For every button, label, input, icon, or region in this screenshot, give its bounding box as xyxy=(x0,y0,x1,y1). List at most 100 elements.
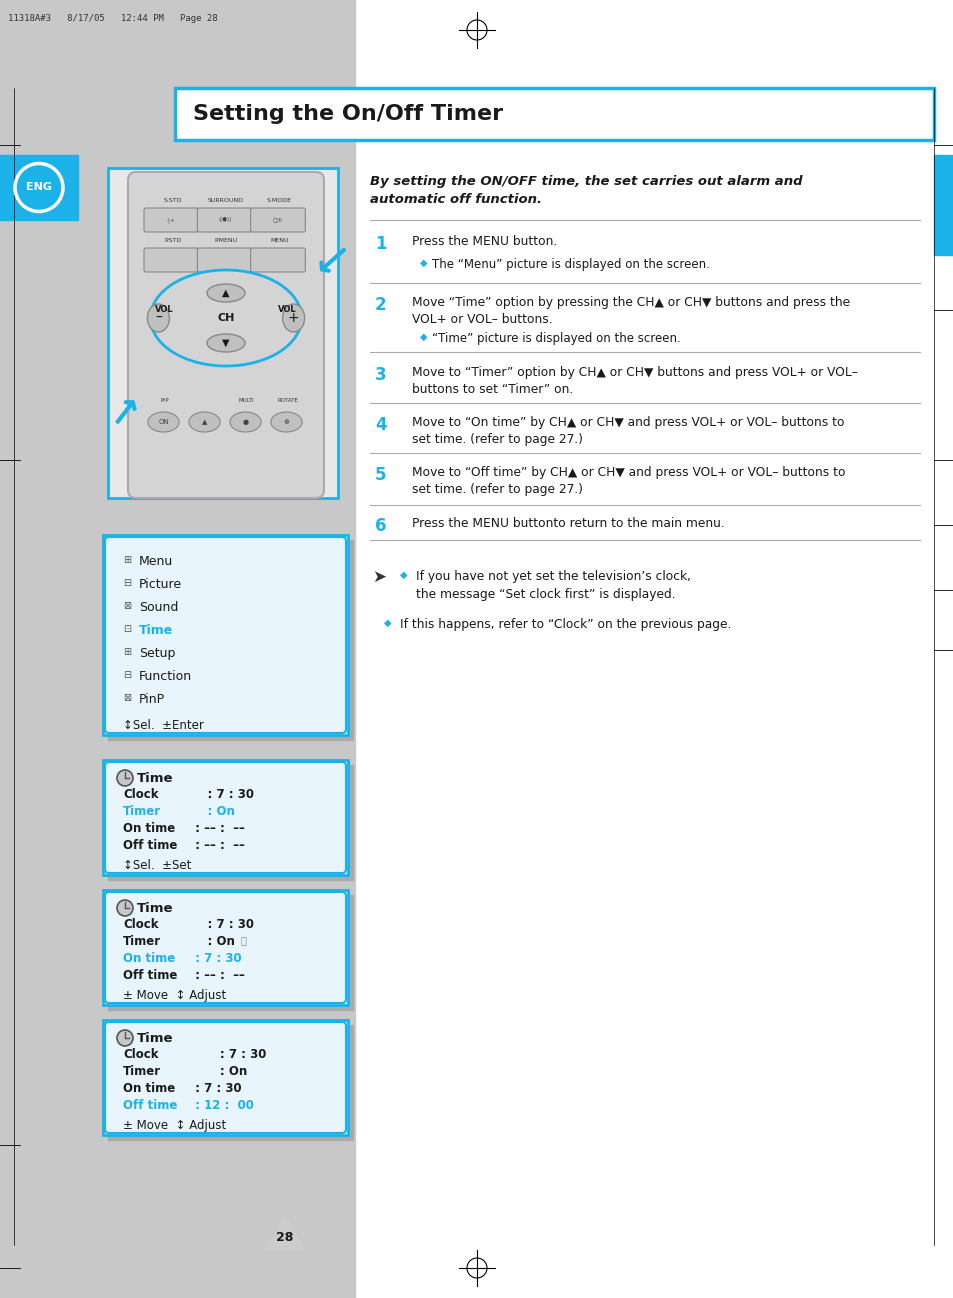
Bar xyxy=(0,154,78,219)
Text: Function: Function xyxy=(139,670,192,683)
Text: ▼: ▼ xyxy=(222,337,230,348)
Text: CH: CH xyxy=(217,313,234,323)
Text: ●: ● xyxy=(242,419,249,424)
Text: ⊠: ⊠ xyxy=(123,693,131,704)
Text: If you have not yet set the television’s clock,
the message “Set clock first” is: If you have not yet set the television’s… xyxy=(416,570,690,601)
Ellipse shape xyxy=(271,411,302,432)
Text: : 7 : 30: : 7 : 30 xyxy=(191,951,241,964)
Circle shape xyxy=(117,900,132,916)
Bar xyxy=(103,890,348,1005)
Ellipse shape xyxy=(207,284,245,302)
Text: : 7 : 30: : 7 : 30 xyxy=(191,1083,241,1096)
Text: ↕Sel.  ±Set: ↕Sel. ±Set xyxy=(123,859,192,872)
Text: SURROUND: SURROUND xyxy=(208,199,244,202)
Text: P.MENU: P.MENU xyxy=(214,238,237,243)
Text: ⊡: ⊡ xyxy=(123,624,131,633)
Text: ◆: ◆ xyxy=(419,332,427,341)
FancyBboxPatch shape xyxy=(105,1022,346,1133)
Polygon shape xyxy=(265,1215,305,1250)
FancyBboxPatch shape xyxy=(197,248,252,273)
Text: ➤: ➤ xyxy=(372,569,385,585)
Text: Time: Time xyxy=(137,1032,173,1045)
Text: : –– :  ––: : –– : –– xyxy=(191,822,245,835)
FancyBboxPatch shape xyxy=(105,892,346,1003)
Text: MULTI: MULTI xyxy=(238,398,254,402)
FancyBboxPatch shape xyxy=(105,762,346,874)
Text: : 7 : 30: : 7 : 30 xyxy=(191,918,253,931)
Text: : On: : On xyxy=(191,1064,247,1079)
Ellipse shape xyxy=(148,411,179,432)
Text: ⊞: ⊞ xyxy=(123,556,131,565)
Bar xyxy=(108,540,353,740)
Text: +: + xyxy=(288,312,299,324)
Bar xyxy=(108,167,337,498)
Text: Move to “On time” by CH▲ or CH▼ and press VOL+ or VOL– buttons to
set time. (ref: Move to “On time” by CH▲ or CH▼ and pres… xyxy=(412,415,843,447)
Bar xyxy=(108,1025,353,1140)
Text: Time: Time xyxy=(137,902,173,915)
Ellipse shape xyxy=(148,304,170,332)
Text: Off time: Off time xyxy=(123,839,177,851)
Text: : 7 : 30: : 7 : 30 xyxy=(191,788,253,801)
Text: ◆: ◆ xyxy=(419,258,427,267)
FancyBboxPatch shape xyxy=(197,208,252,232)
Circle shape xyxy=(117,1031,132,1046)
FancyBboxPatch shape xyxy=(144,208,198,232)
Text: ◆: ◆ xyxy=(399,570,407,580)
Text: If this happens, refer to “Clock” on the previous page.: If this happens, refer to “Clock” on the… xyxy=(399,618,731,631)
Text: PrP: PrP xyxy=(160,398,169,402)
Text: Time: Time xyxy=(137,772,173,785)
Text: Timer: Timer xyxy=(123,1064,161,1079)
Text: 4: 4 xyxy=(375,415,386,434)
Text: : 7 : 30: : 7 : 30 xyxy=(191,1047,266,1060)
Text: Off time: Off time xyxy=(123,1099,177,1112)
Text: ⊟: ⊟ xyxy=(123,578,131,588)
Text: 1: 1 xyxy=(375,235,386,253)
Text: ↕Sel.  ±Enter: ↕Sel. ±Enter xyxy=(123,719,204,732)
Text: MENU: MENU xyxy=(270,238,288,243)
Bar xyxy=(103,1020,348,1134)
Text: ± Move  ↕ Adjust: ± Move ↕ Adjust xyxy=(123,1119,226,1132)
Ellipse shape xyxy=(207,334,245,352)
Text: Clock: Clock xyxy=(123,1047,158,1060)
Text: On time: On time xyxy=(123,1083,175,1096)
Text: Clock: Clock xyxy=(123,918,158,931)
Bar xyxy=(933,154,953,254)
Ellipse shape xyxy=(282,304,304,332)
FancyBboxPatch shape xyxy=(251,248,305,273)
Text: Timer: Timer xyxy=(123,935,161,948)
Text: Move to “Off time” by CH▲ or CH▼ and press VOL+ or VOL– buttons to
set time. (re: Move to “Off time” by CH▲ or CH▼ and pre… xyxy=(412,466,844,496)
Text: ⊕: ⊕ xyxy=(283,419,289,424)
FancyBboxPatch shape xyxy=(251,208,305,232)
FancyBboxPatch shape xyxy=(144,248,198,273)
Text: Setup: Setup xyxy=(139,646,175,659)
Text: The “Menu” picture is displayed on the screen.: The “Menu” picture is displayed on the s… xyxy=(432,258,709,271)
Ellipse shape xyxy=(189,411,220,432)
Text: On time: On time xyxy=(123,951,175,964)
Bar xyxy=(103,761,348,875)
Text: 🔔: 🔔 xyxy=(241,935,247,945)
Bar xyxy=(108,896,353,1010)
FancyBboxPatch shape xyxy=(128,173,324,498)
Text: ROTATE: ROTATE xyxy=(276,398,297,402)
Text: By setting the ON/OFF time, the set carries out alarm and
automatic off function: By setting the ON/OFF time, the set carr… xyxy=(370,175,801,206)
Text: Sound: Sound xyxy=(139,601,178,614)
Text: ◆: ◆ xyxy=(384,618,391,628)
Text: ON: ON xyxy=(158,419,169,424)
Text: Move “Time” option by pressing the CH▲ or CH▼ buttons and press the
VOL+ or VOL–: Move “Time” option by pressing the CH▲ o… xyxy=(412,296,849,326)
Text: ENG: ENG xyxy=(26,183,52,192)
Bar xyxy=(103,535,348,735)
Text: ▲: ▲ xyxy=(222,288,230,299)
Ellipse shape xyxy=(230,411,261,432)
Text: 2: 2 xyxy=(375,296,386,314)
Text: : On: : On xyxy=(191,935,234,948)
Text: Timer: Timer xyxy=(123,805,161,818)
Text: : 12 :  00: : 12 : 00 xyxy=(191,1099,253,1112)
Text: : On: : On xyxy=(191,805,234,818)
FancyBboxPatch shape xyxy=(105,537,346,733)
Text: Press the MENU buttonto return to the main menu.: Press the MENU buttonto return to the ma… xyxy=(412,517,724,530)
Text: “Time” picture is displayed on the screen.: “Time” picture is displayed on the scree… xyxy=(432,332,680,345)
Text: P.STD: P.STD xyxy=(164,238,181,243)
Text: -|+: -|+ xyxy=(167,217,175,223)
Text: VOL: VOL xyxy=(155,305,173,314)
Bar xyxy=(0,0,355,1298)
